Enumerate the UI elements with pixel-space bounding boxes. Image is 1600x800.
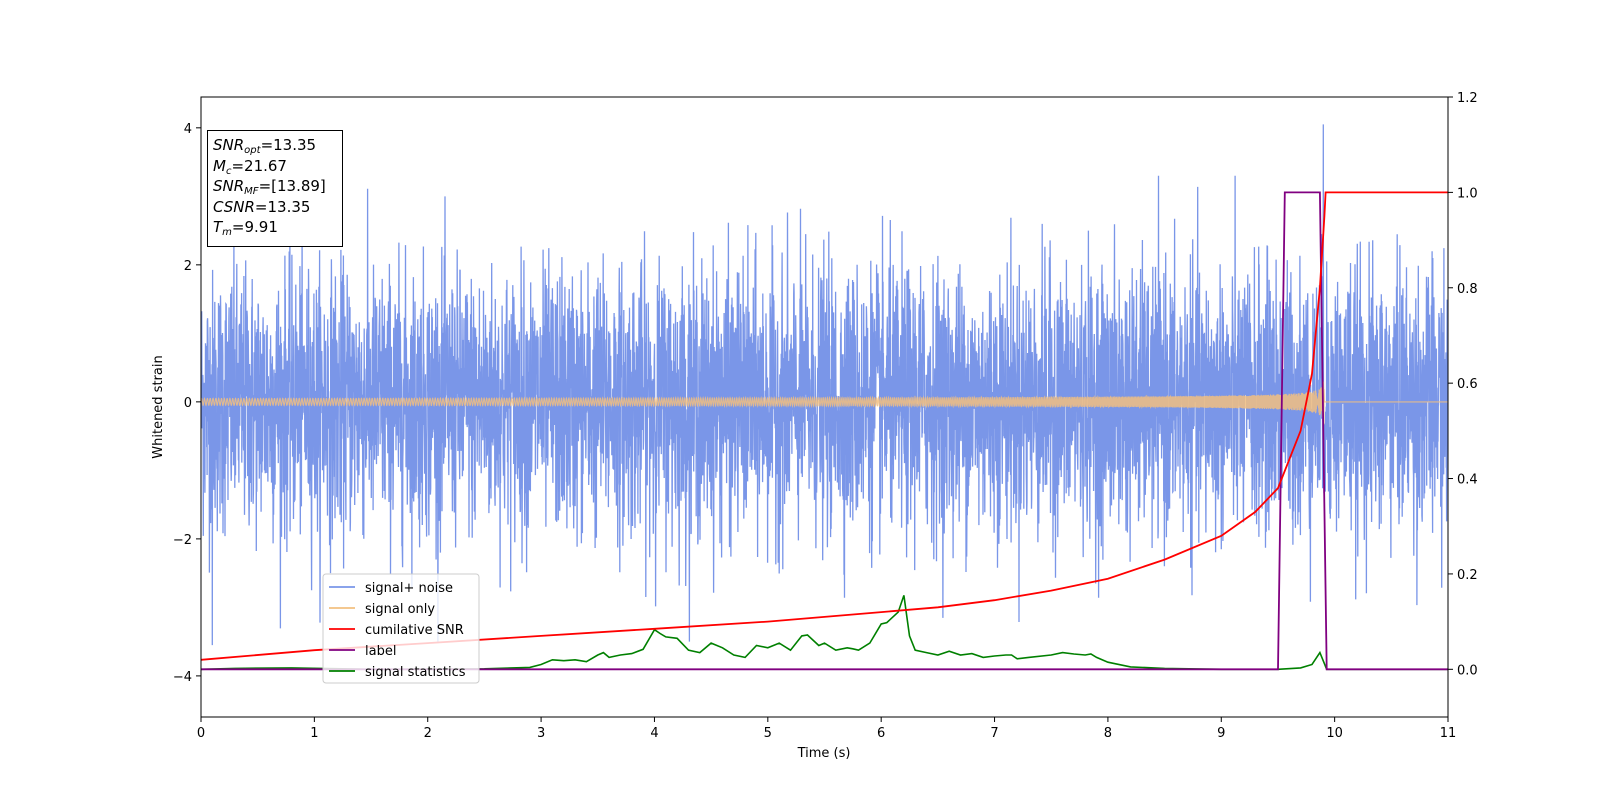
legend-label: signal only xyxy=(365,602,435,617)
x-tick-label: 11 xyxy=(1440,726,1457,741)
x-tick-label: 6 xyxy=(877,726,885,741)
legend-label: cumilative SNR xyxy=(365,623,464,638)
y-right-tick-label: 0.6 xyxy=(1457,377,1478,392)
signal-only-line xyxy=(201,381,1448,425)
y-right-tick-label: 1.2 xyxy=(1457,91,1478,106)
legend: signal+ noise signal only cumilative SNR la… xyxy=(322,573,480,684)
x-tick-label: 5 xyxy=(764,726,772,741)
y-axis-label: Whitened strain xyxy=(151,355,166,458)
y-axis-right: 0.0 0.2 0.4 0.6 0.8 1.0 1.2 xyxy=(1448,91,1478,678)
x-axis-label: Time (s) xyxy=(797,746,851,761)
y-left-tick-label: −2 xyxy=(173,533,192,548)
y-left-tick-label: 2 xyxy=(184,259,192,274)
info-chirp-mass: Mc=21.67 xyxy=(213,156,287,177)
y-right-tick-label: 0.2 xyxy=(1457,568,1478,583)
info-snr-mf: SNRMF=[13.89] xyxy=(213,177,326,197)
y-left-tick-label: 0 xyxy=(184,396,192,411)
y-right-tick-label: 1.0 xyxy=(1457,186,1478,201)
legend-box xyxy=(322,573,480,684)
y-right-tick-label: 0.0 xyxy=(1457,663,1478,678)
info-csnr: CSNR=13.35 xyxy=(213,197,311,216)
x-tick-label: 10 xyxy=(1326,726,1343,741)
x-tick-label: 9 xyxy=(1217,726,1225,741)
plot-frame xyxy=(200,96,1449,718)
y-axis-left: −4 −2 0 2 4 xyxy=(173,122,201,685)
x-tick-label: 8 xyxy=(1104,726,1112,741)
label-line xyxy=(201,191,1448,671)
y-right-tick-label: 0.8 xyxy=(1457,282,1478,297)
y-left-tick-label: −4 xyxy=(173,670,192,685)
y-right-tick-label: 0.4 xyxy=(1457,473,1478,488)
x-tick-label: 1 xyxy=(310,726,318,741)
y-left-tick-label: 4 xyxy=(184,122,192,137)
x-axis: 0 1 2 3 4 5 6 7 8 9 10 11 xyxy=(197,717,1456,741)
info-merger-time: Tm=9.91 xyxy=(213,218,278,238)
x-tick-label: 4 xyxy=(650,726,658,741)
x-tick-label: 0 xyxy=(197,726,205,741)
x-tick-label: 2 xyxy=(424,726,432,741)
x-tick-label: 7 xyxy=(990,726,998,741)
x-tick-label: 3 xyxy=(537,726,545,741)
legend-label: label xyxy=(365,644,396,659)
legend-label: signal statistics xyxy=(365,665,466,680)
series-layer xyxy=(201,124,1448,671)
signal-statistics-line xyxy=(201,595,1448,671)
snr-info-box: SNRopt=13.35 Mc=21.67 SNRMF=[13.89] CSNR… xyxy=(207,130,343,247)
legend-label: signal+ noise xyxy=(365,581,453,596)
info-snr-opt: SNRopt=13.35 xyxy=(213,136,317,156)
signal-noise-line xyxy=(201,124,1448,646)
cumulative-snr-line xyxy=(201,191,1448,661)
